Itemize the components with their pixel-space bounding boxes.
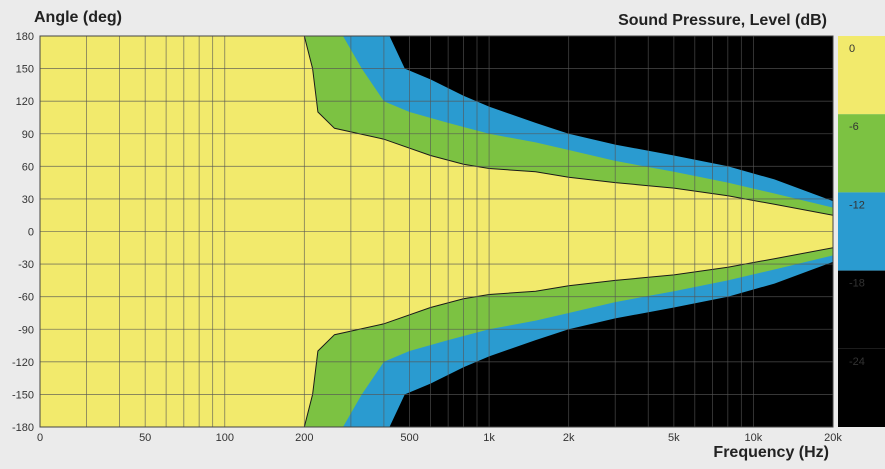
colorbar: 0 -6 -12 -18 -24: [838, 36, 885, 427]
x-axis-label: Frequency (Hz): [713, 444, 829, 461]
y-tick-label: -180: [12, 422, 34, 434]
colorbar-tick-label: -6: [849, 121, 859, 133]
x-tick-label: 200: [295, 432, 313, 444]
y-tick-label: -150: [12, 389, 34, 401]
x-tick-label: 20k: [824, 432, 842, 444]
colorbar-tick-label: -24: [849, 356, 865, 368]
y-tick-label: 0: [28, 227, 34, 239]
colorbar-swatch: [838, 114, 885, 193]
x-tick-labels: 0 50 100 200 500 1k 2k 5k 10k 20k: [37, 432, 842, 444]
y-tick-label: 30: [22, 194, 34, 206]
x-tick-label: 0: [37, 432, 43, 444]
colorbar-swatch: [838, 192, 885, 271]
y-tick-label: -60: [18, 292, 34, 304]
x-tick-label: 50: [139, 432, 151, 444]
y-tick-label: 60: [22, 161, 34, 173]
plot-frame: [39, 35, 834, 428]
y-tick-labels: 180 150 120 90 60 30 0 -30 -60 -90 -120 -150 -180: [12, 31, 34, 434]
y-tick-label: 90: [22, 129, 34, 141]
y-tick-label: 150: [16, 64, 34, 76]
y-axis-label: Angle (deg): [34, 9, 122, 26]
y-tick-label: -120: [12, 357, 34, 369]
x-tick-label: 5k: [668, 432, 680, 444]
colorbar-tick-label: 0: [849, 43, 855, 55]
y-tick-label: 120: [16, 96, 34, 108]
y-tick-label: -90: [18, 324, 34, 336]
x-tick-label: 100: [216, 432, 234, 444]
colorbar-label: Sound Pressure, Level (dB): [618, 12, 827, 29]
x-tick-label: 10k: [745, 432, 763, 444]
colorbar-tick-label: -12: [849, 199, 865, 211]
y-tick-label: -30: [18, 259, 34, 271]
y-tick-label: 180: [16, 31, 34, 43]
x-tick-label: 2k: [563, 432, 575, 444]
colorbar-swatch: [838, 348, 885, 427]
colorbar-tick-label: -18: [849, 278, 865, 290]
colorbar-swatch: [838, 36, 885, 115]
x-tick-label: 500: [400, 432, 418, 444]
x-tick-label: 1k: [483, 432, 495, 444]
colorbar-swatch: [838, 270, 885, 349]
